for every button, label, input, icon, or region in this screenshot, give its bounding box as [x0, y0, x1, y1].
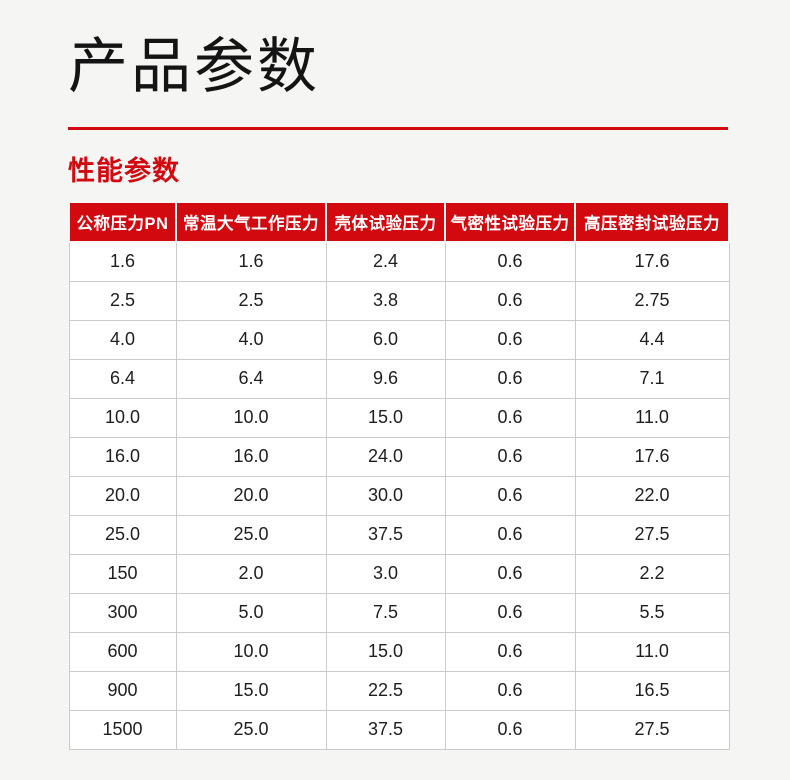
table-cell: 27.5: [574, 514, 730, 555]
table-row: 1.6 1.6 2.4 0.6 17.6: [68, 241, 730, 282]
table-cell: 3.0: [325, 553, 446, 594]
table-cell: 15.0: [325, 631, 446, 672]
table-cell: 22.0: [574, 475, 730, 516]
table-cell: 2.5: [68, 280, 177, 321]
table-cell: 600: [68, 631, 177, 672]
table-header-cell: 高压密封试验压力: [574, 201, 730, 243]
product-parameters-section: 产品参数 性能参数 公称压力PN 常温大气工作压力 壳体试验压力 气密性试验压力 高压密…: [68, 33, 730, 750]
table-cell: 30.0: [325, 475, 446, 516]
table-cell: 4.0: [175, 319, 327, 360]
table-cell: 2.2: [574, 553, 730, 594]
table-cell: 0.6: [444, 436, 576, 477]
table-cell: 15.0: [325, 397, 446, 438]
table-cell: 7.5: [325, 592, 446, 633]
table-cell: 3.8: [325, 280, 446, 321]
table-row: 2.5 2.5 3.8 0.6 2.75: [68, 280, 730, 321]
table-row: 600 10.0 15.0 0.6 11.0: [68, 631, 730, 672]
table-row: 300 5.0 7.5 0.6 5.5: [68, 592, 730, 633]
table-cell: 7.1: [574, 358, 730, 399]
table-cell: 25.0: [68, 514, 177, 555]
table-cell: 17.6: [574, 436, 730, 477]
table-row: 6.4 6.4 9.6 0.6 7.1: [68, 358, 730, 399]
table-cell: 17.6: [574, 241, 730, 282]
table-cell: 0.6: [444, 670, 576, 711]
table-cell: 4.0: [68, 319, 177, 360]
table-cell: 0.6: [444, 514, 576, 555]
table-cell: 24.0: [325, 436, 446, 477]
table-row: 1500 25.0 37.5 0.6 27.5: [68, 709, 730, 750]
table-cell: 5.0: [175, 592, 327, 633]
table-cell: 150: [68, 553, 177, 594]
table-cell: 1500: [68, 709, 177, 750]
table-cell: 22.5: [325, 670, 446, 711]
table-cell: 16.0: [175, 436, 327, 477]
table-header-row: 公称压力PN 常温大气工作压力 壳体试验压力 气密性试验压力 高压密封试验压力: [68, 201, 730, 243]
table-cell: 16.0: [68, 436, 177, 477]
table-row: 150 2.0 3.0 0.6 2.2: [68, 553, 730, 594]
table-cell: 0.6: [444, 553, 576, 594]
table-cell: 2.5: [175, 280, 327, 321]
table-row: 20.0 20.0 30.0 0.6 22.0: [68, 475, 730, 516]
table-cell: 0.6: [444, 592, 576, 633]
table-cell: 2.75: [574, 280, 730, 321]
table-cell: 10.0: [68, 397, 177, 438]
table-cell: 9.6: [325, 358, 446, 399]
table-cell: 0.6: [444, 709, 576, 750]
table-cell: 4.4: [574, 319, 730, 360]
table-cell: 16.5: [574, 670, 730, 711]
table-header-cell: 壳体试验压力: [325, 201, 446, 243]
red-divider-line: [68, 127, 728, 130]
table-cell: 2.0: [175, 553, 327, 594]
table-cell: 0.6: [444, 280, 576, 321]
table-header-cell: 气密性试验压力: [444, 201, 576, 243]
table-cell: 27.5: [574, 709, 730, 750]
table-header-cell: 公称压力PN: [68, 201, 177, 243]
table-cell: 20.0: [68, 475, 177, 516]
table-cell: 10.0: [175, 631, 327, 672]
section-title: 性能参数: [68, 156, 180, 186]
table-cell: 20.0: [175, 475, 327, 516]
table-cell: 0.6: [444, 397, 576, 438]
table-cell: 2.4: [325, 241, 446, 282]
table-cell: 0.6: [444, 319, 576, 360]
table-cell: 900: [68, 670, 177, 711]
table-body: 1.6 1.6 2.4 0.6 17.6 2.5 2.5 3.8 0.6 2.75 4.0 4.0 6.…: [68, 241, 730, 750]
table-cell: 1.6: [175, 241, 327, 282]
table-cell: 0.6: [444, 241, 576, 282]
table-cell: 10.0: [175, 397, 327, 438]
table-cell: 0.6: [444, 475, 576, 516]
table-cell: 11.0: [574, 397, 730, 438]
table-cell: 15.0: [175, 670, 327, 711]
table-cell: 6.4: [175, 358, 327, 399]
table-row: 25.0 25.0 37.5 0.6 27.5: [68, 514, 730, 555]
page-title: 产品参数: [68, 33, 320, 100]
table-row: 4.0 4.0 6.0 0.6 4.4: [68, 319, 730, 360]
table-cell: 25.0: [175, 514, 327, 555]
table-cell: 11.0: [574, 631, 730, 672]
table-cell: 37.5: [325, 709, 446, 750]
performance-parameters-table: 公称压力PN 常温大气工作压力 壳体试验压力 气密性试验压力 高压密封试验压力 1.6 1…: [68, 201, 730, 750]
table-cell: 5.5: [574, 592, 730, 633]
table-row: 900 15.0 22.5 0.6 16.5: [68, 670, 730, 711]
table-cell: 0.6: [444, 631, 576, 672]
table-row: 16.0 16.0 24.0 0.6 17.6: [68, 436, 730, 477]
table-cell: 0.6: [444, 358, 576, 399]
table-cell: 6.0: [325, 319, 446, 360]
table-cell: 37.5: [325, 514, 446, 555]
table-cell: 1.6: [68, 241, 177, 282]
table-cell: 300: [68, 592, 177, 633]
table-cell: 25.0: [175, 709, 327, 750]
table-header-cell: 常温大气工作压力: [175, 201, 327, 243]
table-row: 10.0 10.0 15.0 0.6 11.0: [68, 397, 730, 438]
table-cell: 6.4: [68, 358, 177, 399]
